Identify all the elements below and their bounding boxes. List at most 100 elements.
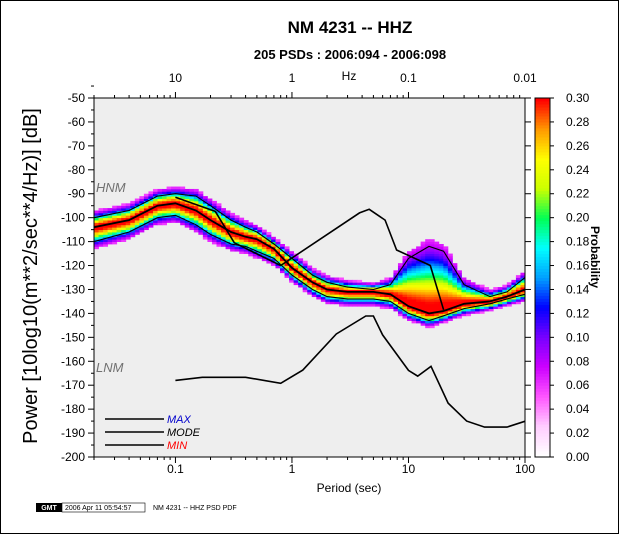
pdf-cell [379,296,385,300]
pdf-cell [116,232,122,235]
pdf-cell [515,291,521,295]
colorbar-swatch [535,403,550,407]
pdf-cell [243,232,249,235]
pdf-cell [479,294,485,298]
top-tick-label: 0.01 [513,71,537,85]
pdf-cell [411,315,417,319]
pdf-cell [112,232,118,235]
pdf-cell [420,246,426,250]
pdf-cell [148,215,154,219]
pdf-cell [189,198,195,202]
pdf-cell [447,311,453,314]
pdf-cell [488,289,494,293]
pdf-cell [103,210,109,214]
pdf-cell [466,284,471,288]
pdf-cell [166,196,172,199]
pdf-cell [461,306,467,310]
pdf-cell [397,284,403,288]
pdf-cell [402,296,408,300]
pdf-cell [420,255,426,259]
pdf-cell [298,263,304,266]
pdf-cell [416,270,422,274]
pdf-cell [366,284,372,288]
noise-model-hnm [175,196,445,311]
pdf-cell [157,215,163,219]
pdf-cell [425,282,431,286]
pdf-cell [366,301,372,305]
pdf-cell [407,277,412,281]
pdf-cell [393,299,399,302]
colorbar-swatch [535,181,550,186]
pdf-cell [366,289,372,293]
pdf-cell [316,270,322,274]
pdf-cell [343,282,349,286]
pdf-cell [162,212,167,216]
pdf-cell [361,294,367,298]
pdf-cell [466,282,471,286]
pdf-cell [425,320,431,324]
pdf-cell [216,234,222,238]
pdf-cell [121,239,127,242]
timestamp: 2006 Apr 11 05:54:57 [65,505,132,512]
colorbar-swatch [535,283,550,287]
pdf-cell [234,222,240,226]
pdf-cell [116,236,122,240]
pdf-cell [420,251,426,254]
chart-subtitle: 205 PSDs : 2006:094 - 2006:098 [254,47,446,62]
pdf-cell [388,291,394,295]
colorbar-swatch [535,349,550,353]
colorbar-swatch [535,352,550,356]
pdf-cell [452,303,458,307]
pdf-cell [202,236,208,240]
pdf-cell [320,272,326,276]
pdf-cell [466,291,471,295]
colorbar-swatch [535,142,550,147]
colorbar-tick-label: 0.14 [566,282,590,296]
pdf-cell [361,296,367,300]
pdf-cell [189,191,195,195]
pdf-cell [411,251,417,254]
pdf-cell [416,287,422,290]
pdf-cell [307,282,313,286]
pdf-cell [447,284,453,288]
pdf-cell [397,294,403,298]
pdf-cell [252,224,258,228]
pdf-cell [184,191,190,195]
pdf-cell [402,299,408,302]
pdf-cell [515,301,521,305]
pdf-cell [434,265,440,269]
pdf-cell [216,208,222,211]
pdf-cell [429,265,435,269]
pdf-cell [230,212,236,216]
colorbar-swatch [535,211,550,216]
colorbar-swatch [535,151,550,156]
pdf-cell [393,287,399,290]
pdf-cell [270,253,276,257]
pdf-cell [420,253,426,257]
pdf-cell [420,279,426,283]
pdf-cell [293,255,299,259]
pdf-cell [261,251,267,254]
pdf-cell [343,301,349,305]
pdf-cell [411,311,417,314]
pdf-cell [366,296,372,300]
pdf-cell [139,217,145,221]
pdf-cell [166,210,172,214]
pdf-cell [420,265,426,269]
pdf-cell [325,282,331,286]
pdf-cell [479,289,485,293]
pdf-cell [420,287,426,290]
pdf-cell [434,291,440,295]
colorbar-swatch [535,421,550,425]
colorbar-label: Probability [588,226,602,288]
pdf-cell [193,212,199,216]
pdf-cell [202,227,208,231]
pdf-cell [302,260,308,264]
x-tick-label: 0.1 [167,462,184,476]
pdf-cell [198,196,204,199]
pdf-cell [352,289,358,293]
pdf-cell [416,255,422,259]
pdf-cell [493,306,499,310]
pdf-cell [447,265,453,269]
pdf-cell [211,200,217,204]
